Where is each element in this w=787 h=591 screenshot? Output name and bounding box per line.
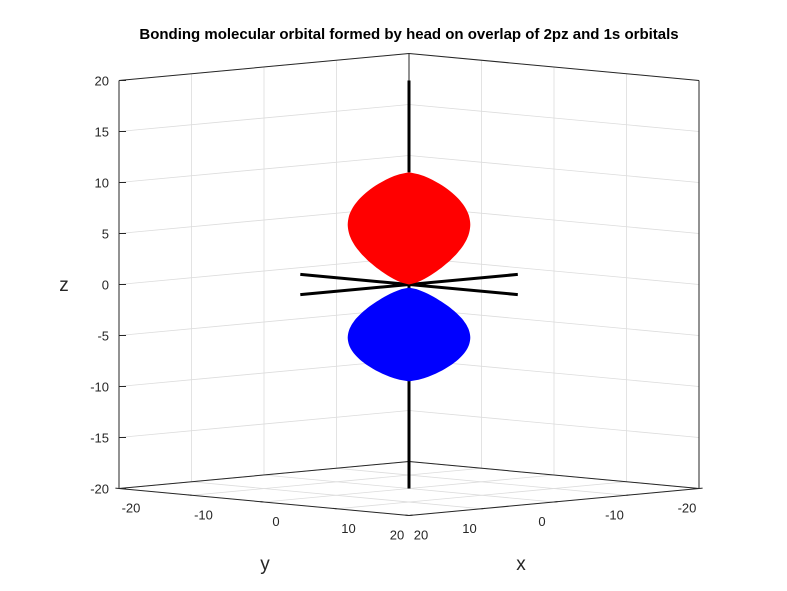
- axes-box-edge: [408, 461, 700, 489]
- z-tick-label: 10: [95, 176, 109, 191]
- y-axis-label: y: [260, 554, 270, 575]
- x-tick-label: 20: [414, 528, 428, 543]
- y-tick-label: -20: [678, 501, 697, 516]
- x-tick-label: -10: [194, 507, 213, 522]
- y-tick-label: 20: [390, 528, 404, 543]
- x-tick-label: -20: [122, 501, 141, 516]
- z-tick-label: -15: [90, 431, 109, 446]
- x-tick-label: 10: [341, 521, 355, 536]
- z-tick-label: 20: [95, 74, 109, 89]
- x-tick-label: 0: [272, 514, 279, 529]
- y-tick-label: -10: [605, 507, 624, 522]
- negative-lobe-blue: [347, 287, 471, 382]
- z-tick-label: -20: [90, 482, 109, 497]
- z-tick-label: -10: [90, 380, 109, 395]
- positive-lobe-red: [347, 172, 471, 285]
- y-tick-label: 10: [462, 521, 476, 536]
- z-tick-label: 0: [102, 278, 109, 293]
- z-axis-label: z: [59, 275, 69, 296]
- axes-box-edge: [118, 461, 410, 489]
- z-tick-label: -5: [97, 329, 109, 344]
- x-axis-label: x: [516, 554, 526, 575]
- orbital-layer: [300, 80, 518, 489]
- z-tick-label: 5: [102, 227, 109, 242]
- chart-title: Bonding molecular orbital formed by head…: [139, 26, 678, 43]
- y-tick-label: 0: [538, 514, 545, 529]
- axes-box-edge: [408, 53, 700, 81]
- tick-labels: -20 -15 -10 -5 0 5 10 15 20 -20 -10 0 10 20 -20 -10 0 10 2…: [90, 74, 703, 543]
- axes-box-edge: [118, 53, 410, 81]
- z-tick-label: 15: [95, 125, 109, 140]
